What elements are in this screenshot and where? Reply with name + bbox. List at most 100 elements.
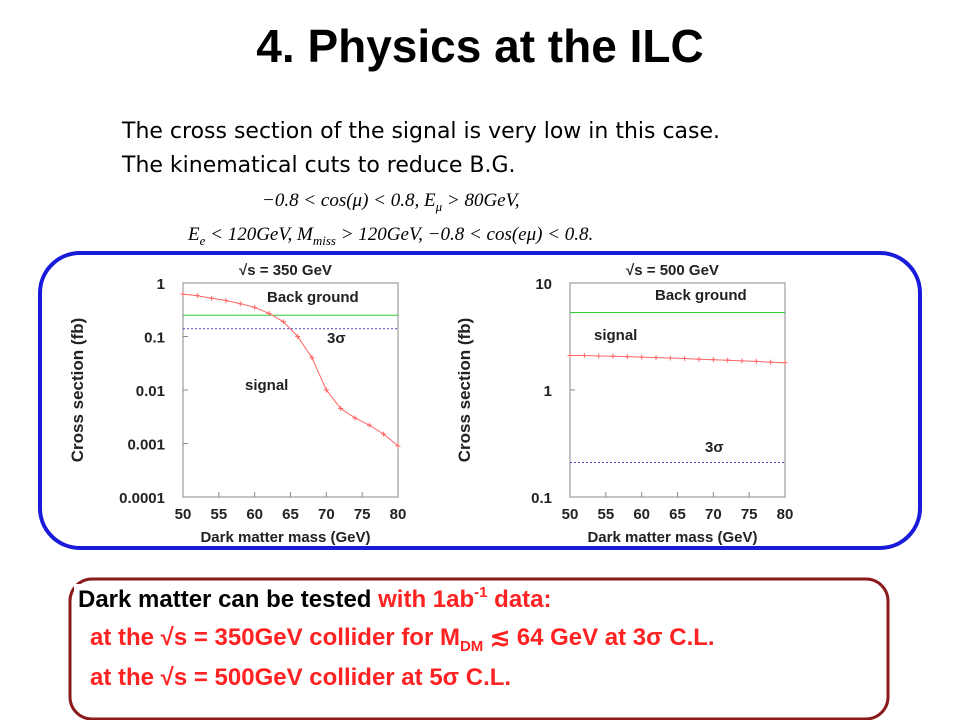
data-point	[223, 298, 229, 304]
data-point	[280, 319, 286, 325]
chart: √s = 500 GeV Dark matter mass (GeV) Cross …	[455, 262, 793, 546]
chart-title: √s = 350 GeV	[239, 262, 332, 279]
formula-part: < 120GeV, M	[205, 224, 314, 245]
charts-frame	[38, 251, 922, 550]
x-tick-label: 50	[175, 506, 192, 523]
data-point	[352, 415, 358, 421]
x-tick-label: 70	[705, 506, 722, 523]
data-point	[782, 360, 788, 366]
data-point	[567, 353, 573, 359]
charts: √s = 350 GeV Dark matter mass (GeV) Cross …	[68, 262, 793, 546]
chart-title: √s = 500 GeV	[626, 262, 719, 279]
data-point	[323, 387, 329, 393]
series-line	[570, 355, 786, 364]
data-point	[667, 355, 673, 361]
x-axis-label: Dark matter mass (GeV)	[587, 529, 757, 546]
x-tick-label: 65	[282, 506, 299, 523]
series-label: signal	[594, 327, 637, 344]
y-tick-label: 0.1	[531, 490, 552, 507]
data-point	[295, 334, 301, 339]
plot-area	[569, 282, 786, 498]
data-point	[338, 406, 344, 412]
conclusion-part: ≲ 64 GeV at 3σ C.L.	[483, 624, 714, 651]
series-label: Back ground	[655, 287, 747, 304]
conclusion-sup: -1	[474, 584, 487, 601]
data-point	[768, 359, 774, 365]
data-point	[710, 357, 716, 363]
conclusion-part: at the √s = 350GeV collider	[90, 624, 401, 651]
conclusion-part: data:	[487, 586, 551, 613]
x-axis-label: Dark matter mass (GeV)	[200, 529, 370, 546]
data-point	[395, 443, 401, 449]
data-point	[309, 355, 315, 361]
data-point	[624, 354, 630, 360]
data-point	[180, 291, 186, 297]
x-tick-label: 75	[741, 506, 758, 523]
formula-part: > 80GeV,	[442, 190, 519, 211]
y-tick-label: 1	[157, 276, 165, 293]
data-point	[725, 357, 731, 363]
formula-part: −0.8 < cos(μ) < 0.8, E	[262, 190, 436, 211]
y-tick-label: 0.01	[136, 383, 165, 400]
y-axis-label: Cross section (fb)	[455, 318, 474, 463]
data-point	[739, 358, 745, 364]
data-point	[696, 356, 702, 362]
data-point	[753, 358, 759, 364]
data-point	[610, 353, 616, 359]
x-tick-label: 80	[390, 506, 407, 523]
y-tick-label: 0.001	[127, 437, 165, 454]
data-point	[639, 354, 645, 360]
x-tick-label: 65	[669, 506, 686, 523]
formula-sub: μ	[435, 199, 443, 214]
cut-formula: Ee < 120GeV, Mmiss > 120GeV, −0.8 < cos(…	[187, 224, 593, 248]
data-point	[381, 431, 387, 437]
intro-line: The cross section of the signal is very …	[121, 119, 720, 144]
x-tick-label: 55	[210, 506, 227, 523]
slide-title: 4. Physics at the ILC	[256, 20, 703, 72]
conclusion-bg	[74, 584, 734, 612]
y-tick-label: 0.0001	[119, 490, 165, 507]
data-point	[653, 355, 659, 361]
series-label: 3σ	[327, 330, 346, 347]
conclusion-sub: DM	[460, 638, 483, 655]
x-tick-label: 55	[597, 506, 614, 523]
conclusion-part: for M	[401, 624, 460, 651]
data-point	[682, 355, 688, 361]
y-tick-label: 0.1	[144, 330, 165, 347]
formula-part: > 120GeV, −0.8 < cos(eμ) < 0.8.	[336, 224, 593, 245]
y-axis-label: Cross section (fb)	[68, 318, 87, 463]
data-point	[209, 295, 215, 301]
data-point	[266, 310, 272, 316]
x-tick-label: 80	[777, 506, 794, 523]
x-tick-label: 50	[562, 506, 579, 523]
conclusion-line: Dark matter can be tested with 1ab-1 dat…	[78, 584, 552, 613]
y-tick-label: 1	[544, 383, 552, 400]
series-label: 3σ	[705, 439, 724, 456]
intro-line: The kinematical cuts to reduce B.G.	[121, 153, 516, 178]
conclusion-part: Dark matter can be tested	[78, 586, 378, 613]
formula-sub: e	[200, 233, 206, 248]
data-point	[581, 353, 587, 359]
conclusion-part: with 1ab	[377, 586, 474, 613]
plot-area	[182, 282, 399, 498]
series-label: Back ground	[267, 289, 359, 306]
x-tick-label: 75	[354, 506, 371, 523]
series-label: signal	[245, 377, 288, 394]
data-point	[366, 422, 372, 428]
x-tick-label: 60	[633, 506, 650, 523]
formula-sub: miss	[313, 233, 336, 248]
chart: √s = 350 GeV Dark matter mass (GeV) Cross …	[68, 262, 406, 546]
x-tick-label: 60	[246, 506, 263, 523]
cut-formula: −0.8 < cos(μ) < 0.8, Eμ > 80GeV,	[262, 190, 520, 214]
series-line	[182, 293, 399, 447]
data-point	[596, 353, 602, 359]
data-point	[237, 301, 243, 307]
conclusion-frame	[68, 577, 890, 720]
conclusion-line: at the √s = 350GeV collider for MDM ≲ 64…	[90, 624, 715, 655]
formula-part: E	[187, 224, 200, 245]
x-tick-label: 70	[318, 506, 335, 523]
conclusion-line: at the √s = 500GeV collider at 5σ C.L.	[90, 664, 511, 691]
y-tick-label: 10	[535, 276, 552, 293]
